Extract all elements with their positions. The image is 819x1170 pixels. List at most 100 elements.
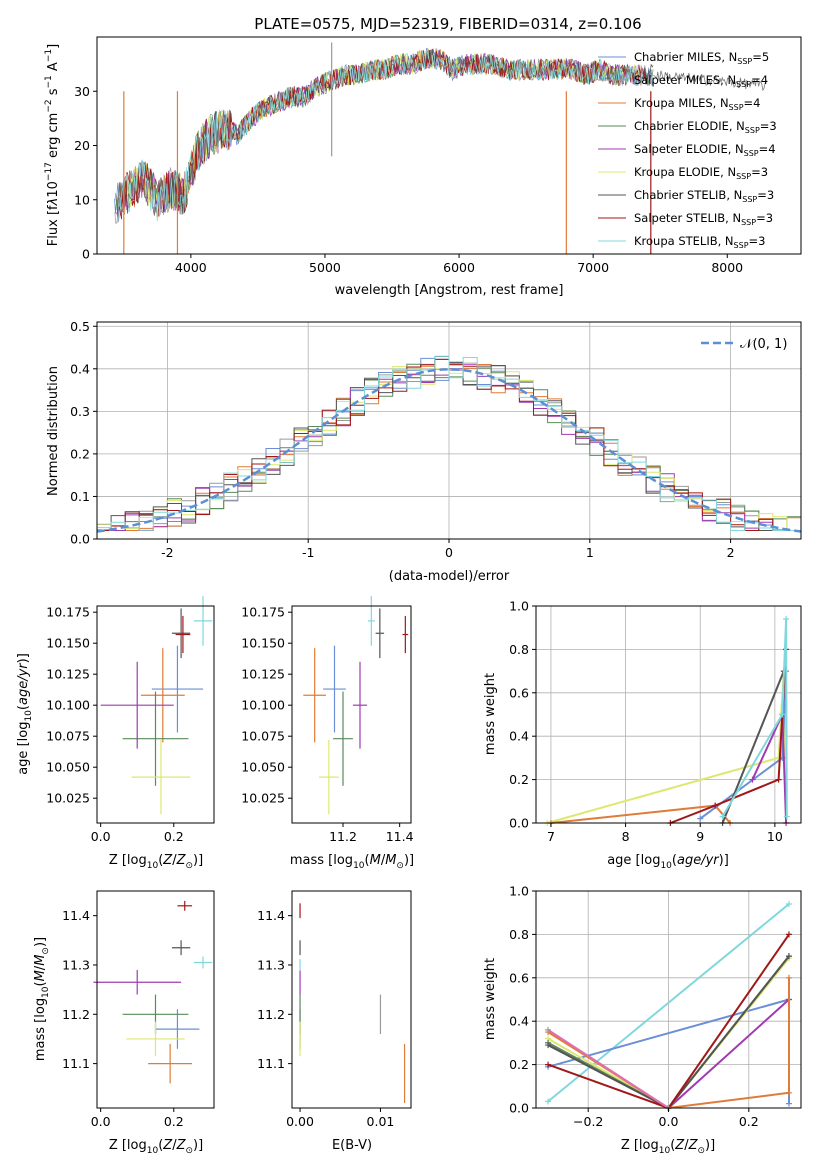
y-tick-label: 11.1 bbox=[257, 1056, 285, 1071]
weight-age-marker bbox=[719, 813, 726, 820]
y-tick-label: 11.2 bbox=[62, 1007, 90, 1022]
x-tick-label: 11.2 bbox=[329, 829, 357, 844]
legend-label: Chabrier STELIB, NSSP=3 bbox=[634, 188, 774, 204]
y-tick-label: 10.150 bbox=[46, 636, 90, 651]
spectrum-legend: Chabrier MILES, NSSP=5 Salpeter MILES, NS… bbox=[598, 50, 777, 250]
y-tick-label: 11.3 bbox=[257, 957, 285, 972]
mass-z-frame bbox=[96, 890, 215, 1109]
spectrum-panel: 4000 5000 6000 7000 8000 0 10 20 30 Chabrier MIL… bbox=[44, 36, 802, 298]
x-tick-label: 0.2 bbox=[164, 829, 184, 844]
age-mass-xlabel: mass [log10(M/M⊙)] bbox=[290, 853, 414, 871]
weight-z-xlabel: Z [log10(Z/Z⊙)] bbox=[621, 1138, 715, 1156]
y-tick-label: 0.0 bbox=[509, 1101, 529, 1116]
legend-label: Kroupa ELODIE, NSSP=3 bbox=[634, 165, 768, 181]
y-tick-label: 0.6 bbox=[509, 970, 529, 985]
y-tick-label: 0.8 bbox=[509, 642, 529, 657]
mass-vs-ebv-panel: 0.00 0.01 11.1 11.2 11.3 11.4 E(B-V) bbox=[257, 890, 412, 1153]
x-tick-label: 0 bbox=[445, 545, 453, 560]
histogram-step bbox=[97, 355, 801, 531]
weight-age-line bbox=[721, 618, 788, 818]
spectrum-line bbox=[117, 47, 643, 222]
weight-vs-age-panel: 7 8 9 10 0.0 0.2 0.4 0.6 0.8 1.0 age [log10(age/y… bbox=[483, 599, 802, 871]
weight-z-marker bbox=[785, 931, 792, 938]
y-tick-label: 0.0 bbox=[70, 532, 90, 547]
y-tick-label: 20 bbox=[74, 138, 90, 153]
x-tick-label: 2 bbox=[727, 545, 735, 560]
x-tick-label: 0.0 bbox=[659, 1114, 679, 1129]
legend-label: Kroupa MILES, NSSP=4 bbox=[634, 96, 760, 112]
y-tick-label: 11.3 bbox=[62, 957, 90, 972]
weight-z-marker bbox=[545, 1026, 552, 1033]
y-tick-label: 0.2 bbox=[70, 446, 90, 461]
x-tick-label: 0.0 bbox=[91, 829, 111, 844]
y-tick-label: 1.0 bbox=[509, 599, 529, 614]
weight-age-marker bbox=[697, 815, 704, 822]
x-tick-label: 7 bbox=[547, 829, 555, 844]
y-tick-label: 0.3 bbox=[70, 404, 90, 419]
x-tick-label: 0.0 bbox=[91, 1114, 111, 1129]
figure-title: PLATE=0575, MJD=52319, FIBERID=0314, z=0… bbox=[254, 15, 641, 33]
weight-age-line bbox=[546, 671, 788, 824]
y-tick-label: 11.1 bbox=[62, 1056, 90, 1071]
y-tick-label: 10.025 bbox=[46, 791, 90, 806]
histogram-xlabel: (data-model)/error bbox=[389, 569, 510, 584]
weight-age-xlabel: age [log10(age/yr)] bbox=[607, 853, 729, 871]
y-tick-label: 0.4 bbox=[509, 1014, 529, 1029]
weight-z-marker bbox=[785, 1100, 792, 1107]
spectrum-line bbox=[116, 50, 648, 220]
mass-z-ylabel: mass [log10(M/M⊙)] bbox=[33, 937, 51, 1061]
weight-age-line bbox=[699, 671, 788, 820]
y-tick-label: 0.5 bbox=[70, 319, 90, 334]
y-tick-label: 1.0 bbox=[509, 884, 529, 899]
weight-age-marker bbox=[749, 776, 756, 783]
y-tick-label: 10.050 bbox=[46, 760, 90, 775]
legend-label: Salpeter STELIB, NSSP=3 bbox=[634, 211, 773, 227]
x-tick-label: -1 bbox=[302, 545, 314, 560]
x-tick-label: -2 bbox=[161, 545, 173, 560]
x-tick-label: 1 bbox=[586, 545, 594, 560]
mass-vs-z-panel: 0.0 0.2 11.1 11.2 11.3 11.4 Z [log10(Z/Z⊙)] m… bbox=[33, 890, 215, 1156]
mass-ebv-xlabel: E(B-V) bbox=[332, 1138, 372, 1153]
age-vs-z-panel: 0.0 0.2 10.025 10.050 10.075 10.100 10.125 10.1… bbox=[16, 596, 215, 871]
weight-z-marker bbox=[785, 1089, 792, 1096]
mass-z-xlabel: Z [log10(Z/Z⊙)] bbox=[109, 1138, 203, 1156]
histogram-ylabel: Normed distribution bbox=[46, 366, 61, 496]
age-z-xlabel: Z [log10(Z/Z⊙)] bbox=[109, 853, 203, 871]
x-tick-label: 0.2 bbox=[164, 1114, 184, 1129]
legend-label: Kroupa STELIB, NSSP=3 bbox=[634, 234, 765, 250]
x-tick-label: 7000 bbox=[577, 260, 609, 275]
weight-age-marker bbox=[775, 776, 782, 783]
y-tick-label: 11.2 bbox=[257, 1007, 285, 1022]
y-tick-label: 10.025 bbox=[241, 791, 285, 806]
x-tick-label: 6000 bbox=[443, 260, 475, 275]
x-tick-label: 8 bbox=[622, 829, 630, 844]
weight-age-marker bbox=[779, 711, 786, 718]
weight-age-marker bbox=[783, 813, 790, 820]
legend-label: Salpeter MILES, NSSP=4 bbox=[634, 73, 768, 89]
x-tick-label: 0.00 bbox=[286, 1114, 314, 1129]
y-tick-label: 10.100 bbox=[46, 698, 90, 713]
y-tick-label: 10 bbox=[74, 192, 90, 207]
y-tick-label: 10.100 bbox=[241, 698, 285, 713]
y-tick-label: 10.125 bbox=[241, 667, 285, 682]
weight-age-marker bbox=[783, 616, 790, 623]
y-tick-label: 0.4 bbox=[70, 361, 90, 376]
y-tick-label: 0.6 bbox=[509, 685, 529, 700]
y-tick-label: 10.125 bbox=[46, 667, 90, 682]
mass-ebv-frame bbox=[291, 890, 412, 1109]
y-tick-label: 10.150 bbox=[241, 636, 285, 651]
age-vs-mass-panel: 11.2 11.4 10.025 10.050 10.075 10.100 10.125 10… bbox=[241, 596, 414, 871]
x-tick-label: 0.01 bbox=[367, 1114, 395, 1129]
x-tick-label: 4000 bbox=[175, 260, 207, 275]
weight-z-marker bbox=[545, 1061, 552, 1068]
legend-label: Salpeter ELODIE, NSSP=4 bbox=[634, 142, 776, 158]
weight-z-marker bbox=[545, 1042, 552, 1049]
x-tick-label: 8000 bbox=[711, 260, 743, 275]
y-tick-label: 10.175 bbox=[241, 605, 285, 620]
x-tick-label: 10 bbox=[767, 829, 783, 844]
age-z-frame bbox=[96, 605, 215, 824]
histogram-panel: -2 -1 0 1 2 0.0 0.1 0.2 0.3 0.4 0.5 𝒩(0, 1) (data-… bbox=[46, 319, 802, 584]
y-tick-label: 0.8 bbox=[509, 927, 529, 942]
weight-z-marker bbox=[785, 953, 792, 960]
